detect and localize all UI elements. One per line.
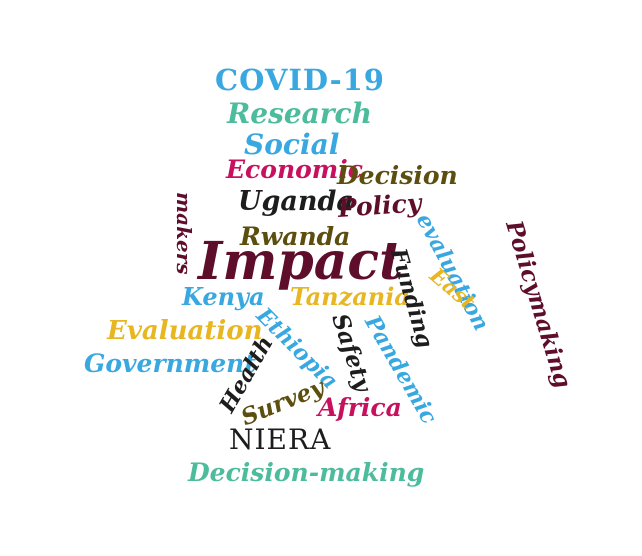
word-east: East [425,262,481,315]
word-tanzania: Tanzania [290,282,410,311]
word-research: Research [227,97,372,130]
word-africa: Africa [318,393,402,422]
word-policymaking: Policymaking [500,217,577,392]
word-government: Government [84,349,256,378]
word-policy: Policy [336,188,423,223]
word-niera: NIERA [229,423,332,456]
word-decision: Decision [337,161,458,190]
word-covid-19: COVID-19 [215,63,385,97]
word-economic: Economic [226,155,363,184]
word-social: Social [244,128,340,161]
word-makers: makers [172,192,196,275]
word-uganda: Uganda [238,186,354,217]
word-decision-making: Decision-making [188,458,425,487]
word-evaluation-cap: Evaluation [107,316,263,346]
word-impact: Impact [198,231,404,292]
word-kenya: Kenya [182,282,265,311]
word-rwanda: Rwanda [240,222,351,251]
